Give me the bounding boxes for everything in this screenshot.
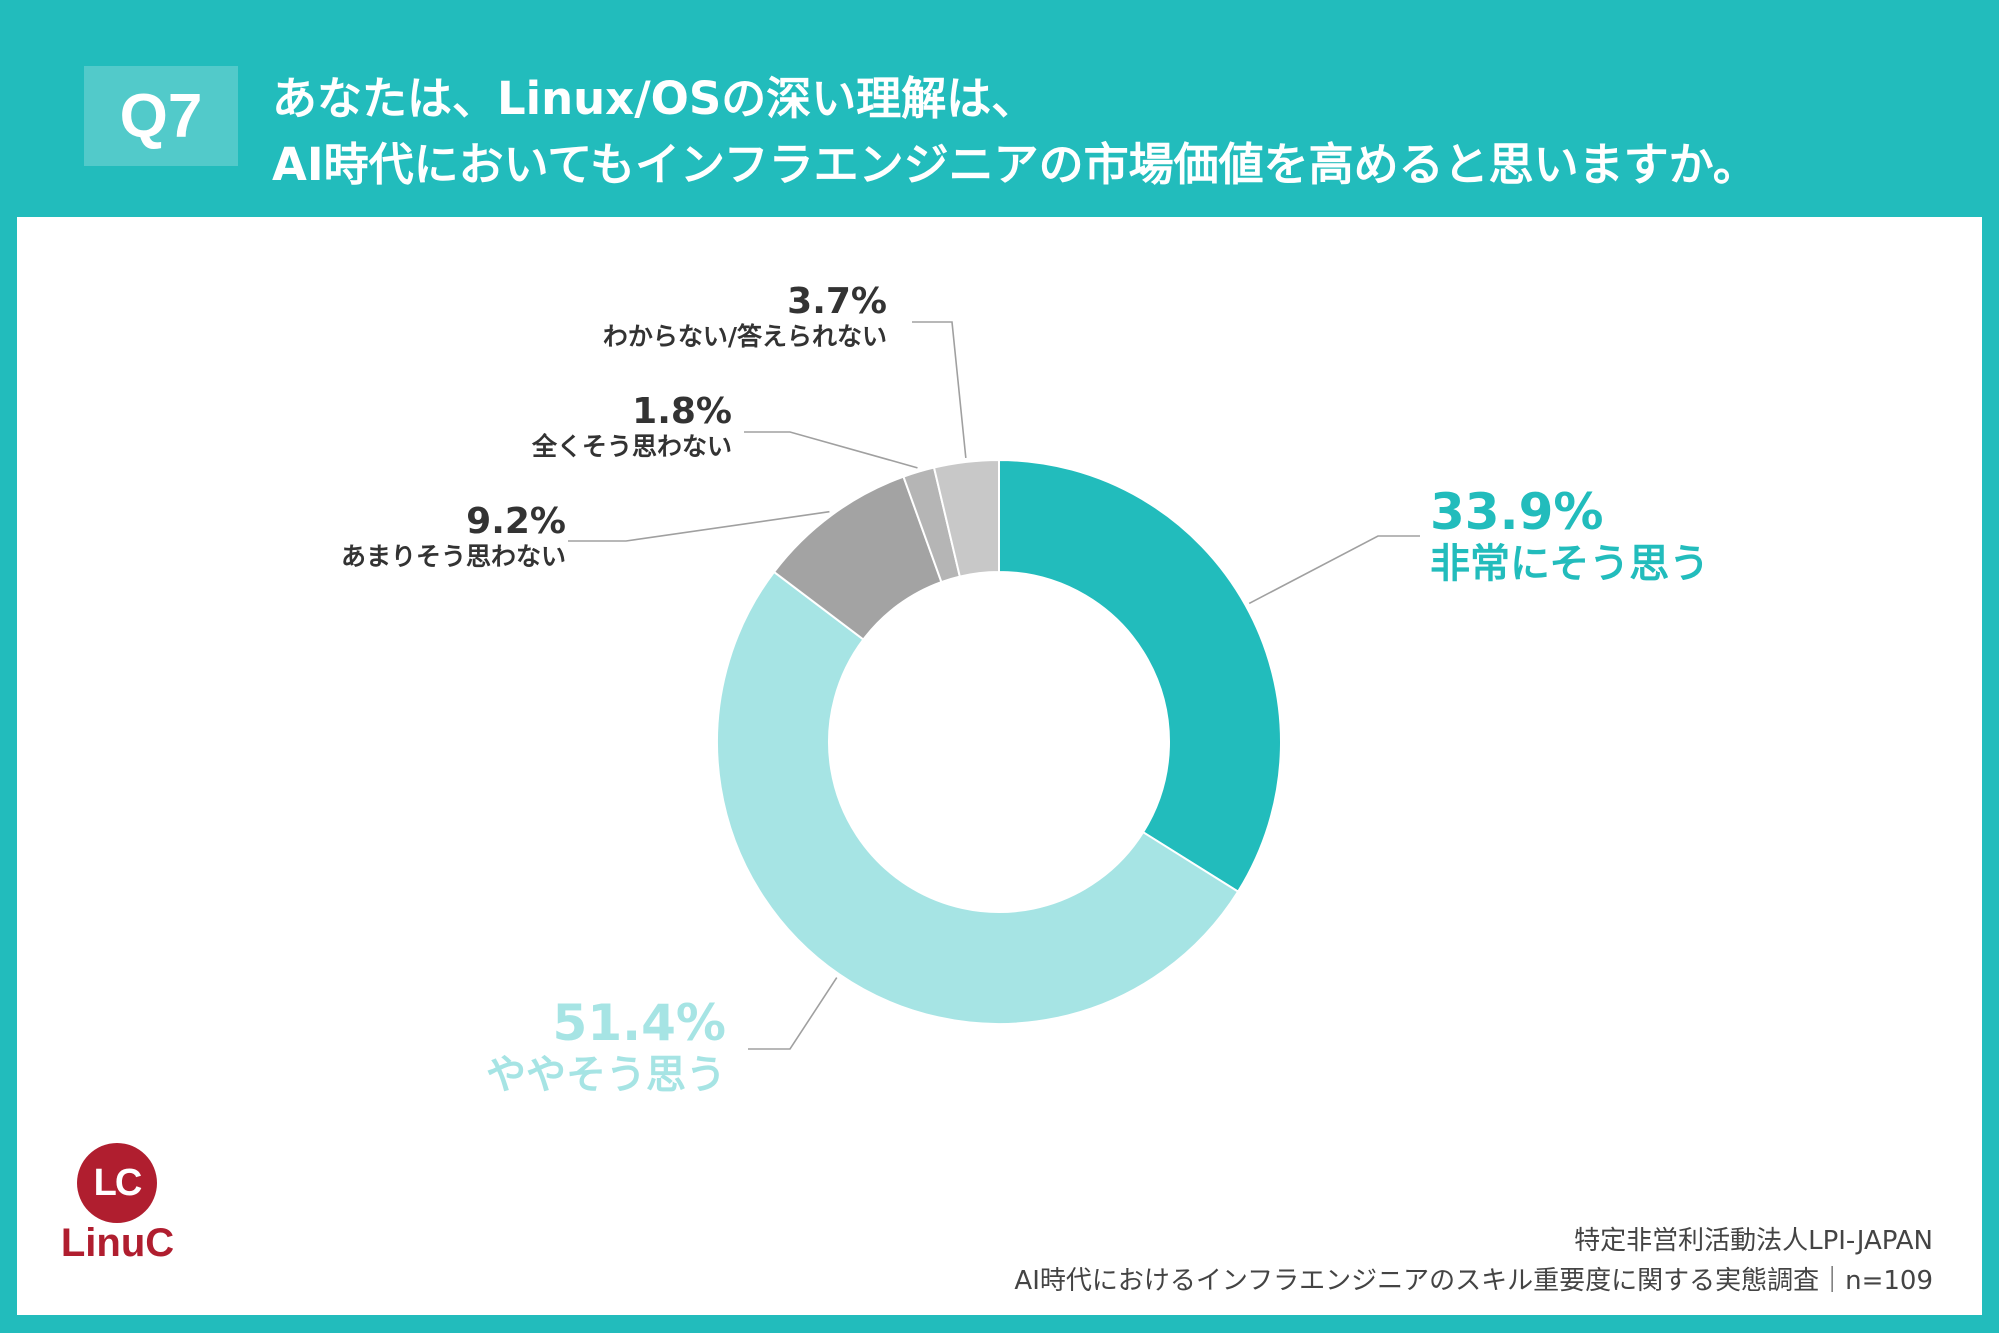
footer-source: 特定非営利活動法人LPI-JAPAN AI時代におけるインフラエンジニアのスキル…: [1014, 1221, 1933, 1301]
label-not-really-percent: 9.2%: [466, 501, 566, 542]
slice-somewhat-agree: [716, 570, 1240, 1025]
linuc-logo-mark: LC: [77, 1143, 157, 1223]
footer-survey: AI時代におけるインフラエンジニアのスキル重要度に関する実態調査｜n=109: [1014, 1266, 1933, 1296]
leader-dont-know: [912, 321, 967, 459]
label-somewhat-agree-percent: 51.4%: [552, 994, 726, 1052]
question-badge: Q7: [84, 66, 238, 166]
linuc-logo: LC LinuC: [45, 1133, 185, 1265]
label-not-at-all-text: 全くそう思わない: [531, 432, 732, 461]
label-not-really: 9.2% あまりそう思わない: [341, 502, 566, 572]
label-strongly-agree-text: 非常にそう思う: [1430, 541, 1710, 587]
slice-dont-know: [932, 458, 1000, 578]
label-dont-know-text: わからない/答えられない: [602, 322, 887, 351]
label-somewhat-agree: 51.4% ややそう思う: [486, 995, 726, 1099]
chart-panel: [17, 217, 1982, 1315]
label-dont-know-percent: 3.7%: [787, 281, 887, 322]
leader-strongly-agree: [1248, 535, 1420, 605]
title-line-1: あなたは、Linux/OSの深い理解は、: [272, 72, 1037, 125]
leader-not-at-all: [744, 431, 918, 469]
slice-strongly-agree: [998, 458, 1282, 893]
label-not-at-all: 1.8% 全くそう思わない: [532, 392, 732, 462]
leader-somewhat-agree: [748, 977, 838, 1050]
page-title: あなたは、Linux/OSの深い理解は、 AI時代においてもインフラエンジニアの…: [272, 66, 1972, 198]
title-line-2: AI時代においてもインフラエンジニアの市場価値を高めると思いますか。: [272, 138, 1758, 191]
label-somewhat-agree-text: ややそう思う: [486, 1052, 726, 1098]
linuc-logo-text: LinuC: [60, 1221, 175, 1265]
leader-not-really: [568, 510, 830, 542]
header: Q7 あなたは、Linux/OSの深い理解は、 AI時代においてもインフラエンジ…: [0, 0, 1999, 215]
label-not-really-text: あまりそう思わない: [340, 542, 566, 571]
label-not-at-all-percent: 1.8%: [632, 391, 732, 432]
label-dont-know: 3.7% わからない/答えられない: [603, 282, 887, 352]
label-strongly-agree-percent: 33.9%: [1430, 483, 1604, 541]
footer-org: 特定非営利活動法人LPI-JAPAN: [1574, 1226, 1933, 1256]
label-strongly-agree: 33.9% 非常にそう思う: [1430, 484, 1709, 588]
